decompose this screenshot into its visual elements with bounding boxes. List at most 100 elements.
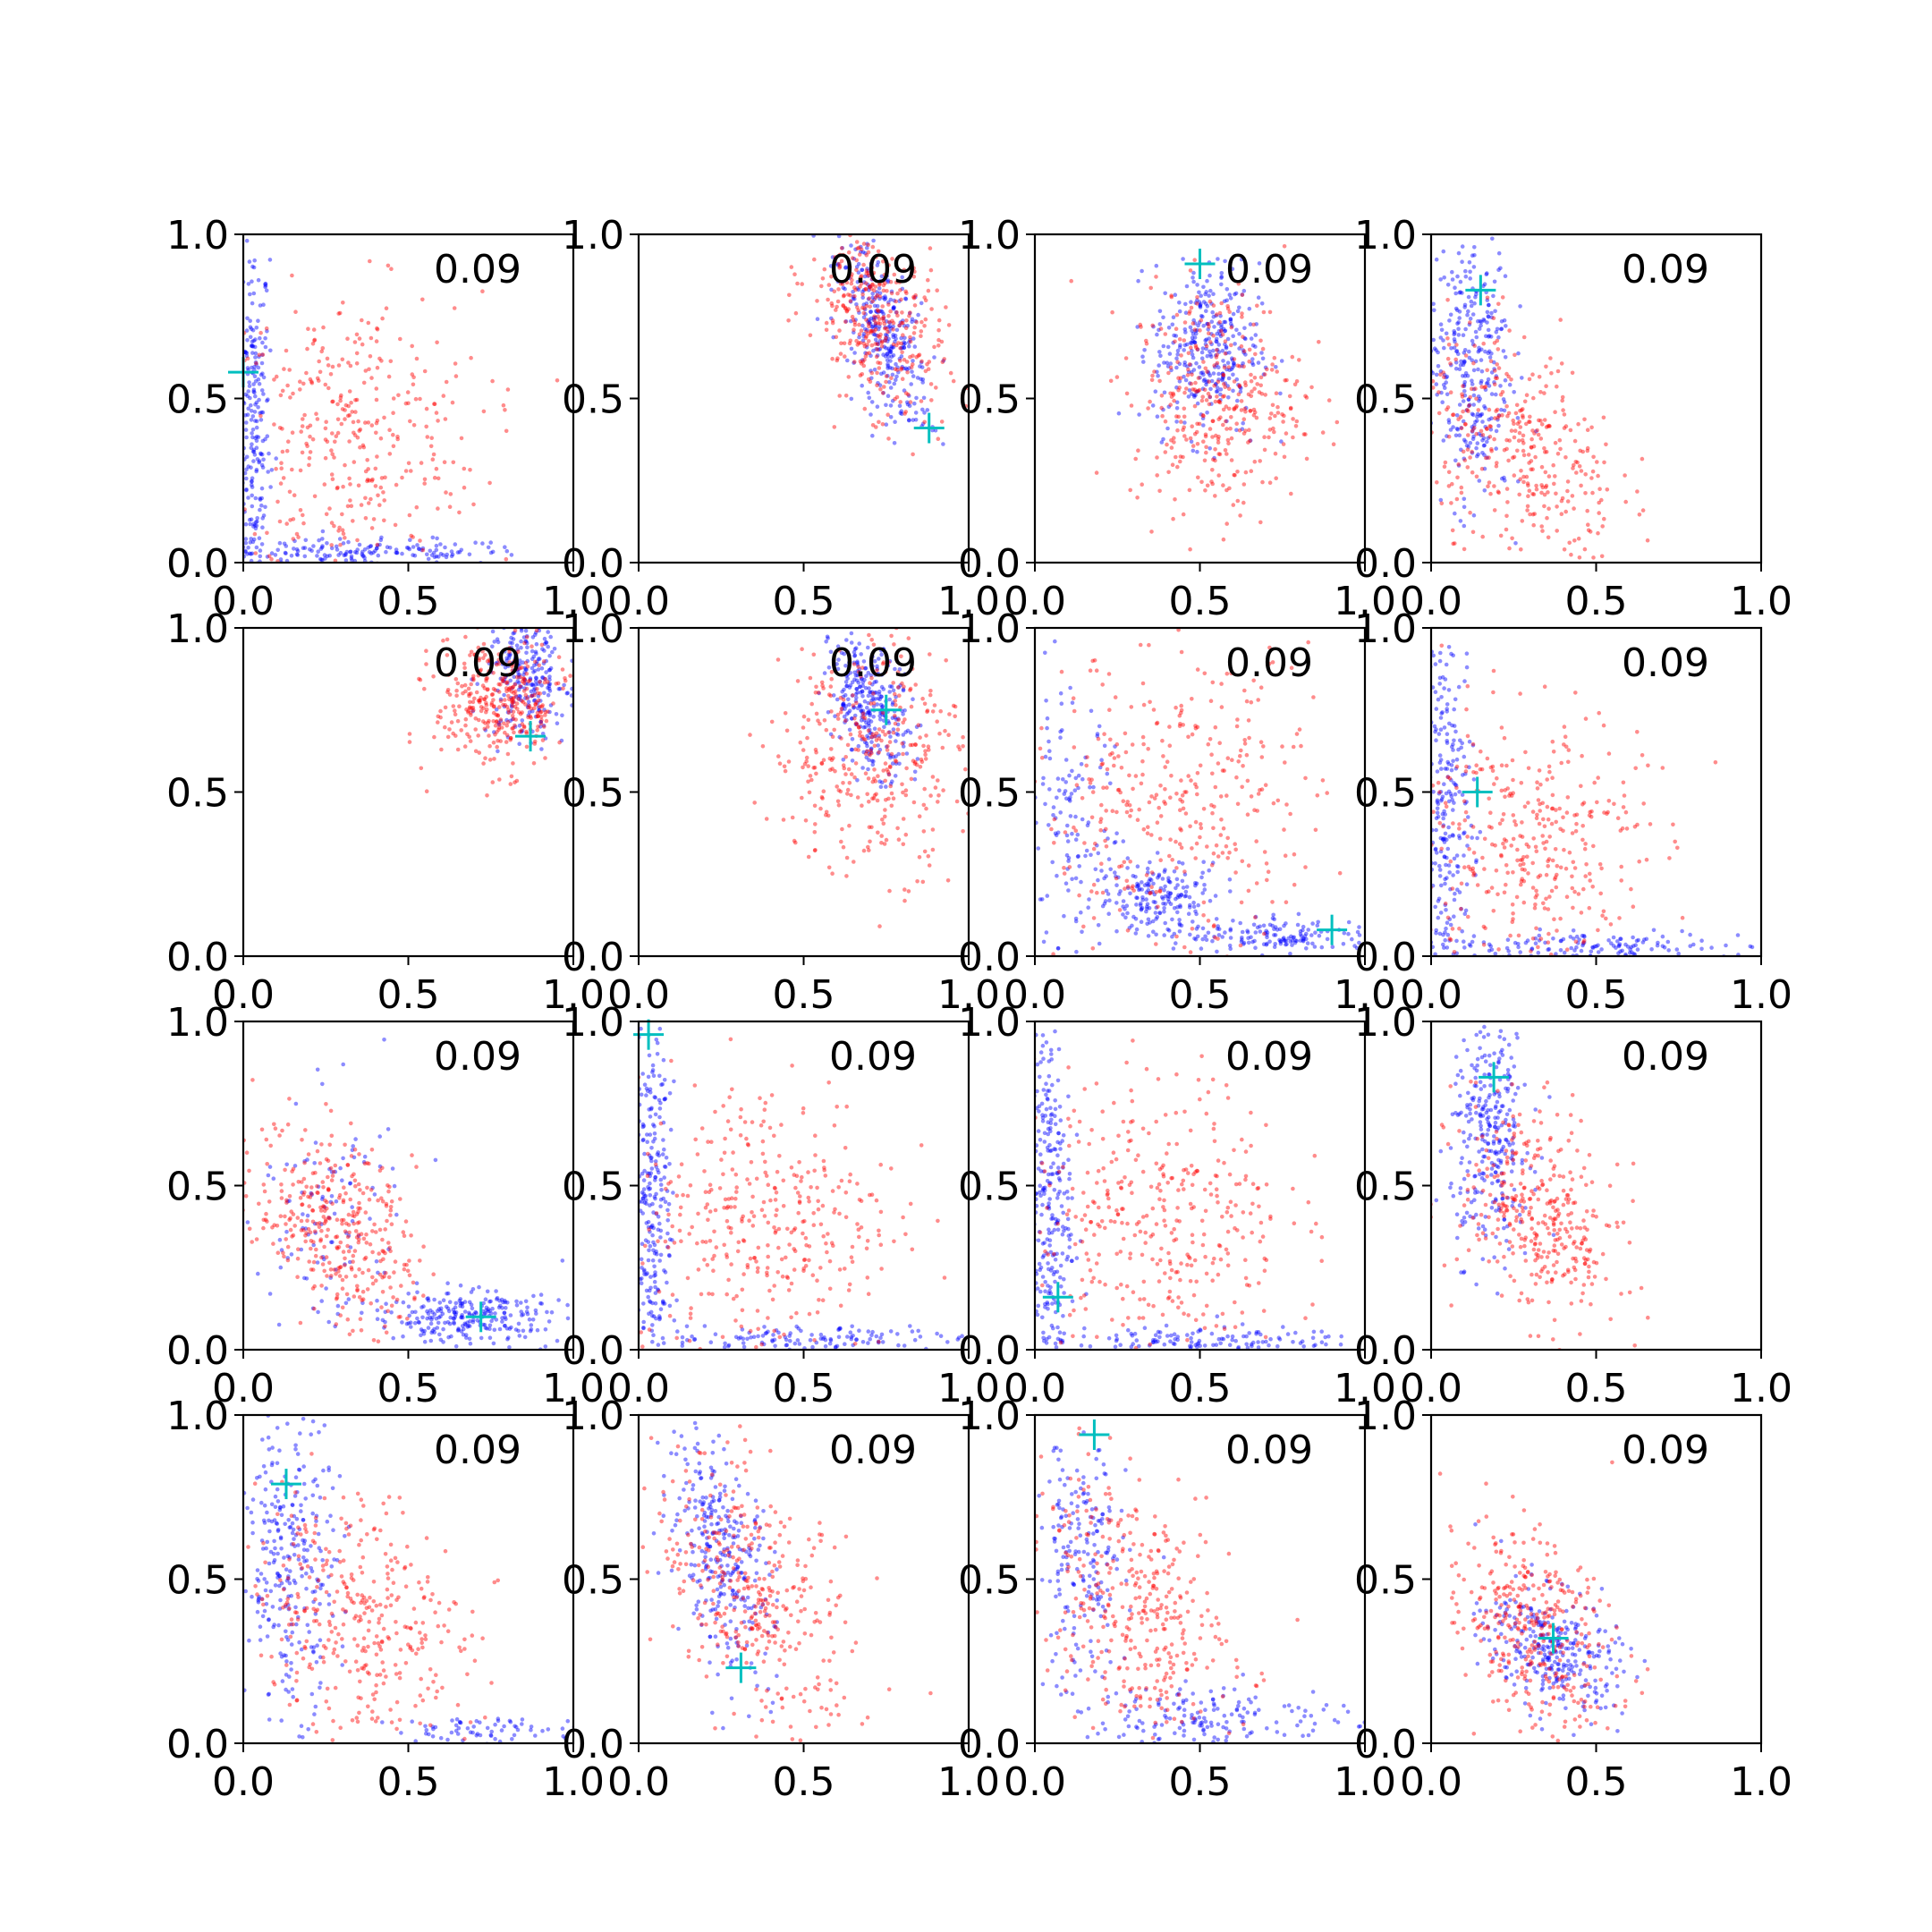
red-point — [899, 366, 904, 371]
blue-point — [1470, 382, 1475, 386]
blue-point — [360, 552, 365, 556]
red-point — [1266, 869, 1271, 874]
blue-point — [320, 558, 325, 563]
blue-point — [848, 683, 853, 688]
blue-point — [875, 303, 880, 309]
blue-point — [250, 493, 255, 498]
red-point — [533, 659, 538, 665]
red-point — [476, 668, 480, 674]
red-point — [358, 427, 363, 432]
blue-point — [346, 539, 351, 545]
blue-point — [1461, 399, 1466, 403]
blue-point — [1482, 443, 1487, 448]
blue-point — [525, 645, 530, 650]
red-point — [853, 721, 859, 725]
blue-point — [1441, 338, 1445, 343]
plus-marker — [1465, 275, 1496, 306]
blue-point — [831, 657, 836, 663]
blue-point — [869, 690, 873, 695]
red-point — [1262, 447, 1267, 453]
blue-point — [1148, 891, 1152, 895]
red-point — [821, 686, 826, 691]
blue-point — [862, 712, 868, 717]
red-point — [1255, 809, 1259, 813]
blue-point — [539, 666, 545, 671]
blue-point — [1496, 267, 1501, 273]
red-point — [1267, 480, 1273, 485]
blue-point — [513, 682, 518, 686]
red-point — [1445, 407, 1449, 412]
blue-point — [1140, 895, 1145, 900]
blue-point — [1267, 922, 1273, 928]
red-point — [311, 327, 317, 332]
red-point — [1233, 473, 1237, 478]
blue-point — [1157, 872, 1162, 877]
red-point — [1194, 389, 1199, 394]
red-point — [901, 751, 905, 757]
red-point — [420, 547, 426, 553]
blue-point — [897, 761, 902, 767]
red-point — [497, 777, 502, 782]
blue-point — [835, 697, 840, 702]
red-point — [1177, 713, 1182, 718]
red-point — [330, 477, 335, 481]
red-point — [826, 813, 831, 818]
blue-point — [1058, 810, 1063, 815]
blue-point — [1104, 888, 1109, 894]
red-point — [1243, 410, 1248, 414]
red-point — [1189, 305, 1194, 310]
blue-point — [902, 323, 907, 328]
blue-point — [1462, 504, 1467, 510]
red-point — [1303, 432, 1308, 436]
red-point — [1239, 343, 1244, 349]
blue-point — [1241, 420, 1245, 426]
blue-point — [518, 658, 522, 663]
red-point — [1512, 421, 1516, 427]
red-point — [529, 716, 533, 720]
red-point — [841, 252, 846, 258]
blue-point — [891, 727, 896, 732]
blue-point — [1208, 352, 1213, 357]
blue-point — [1183, 310, 1189, 316]
blue-point — [524, 633, 530, 639]
blue-point — [1455, 427, 1461, 432]
blue-point — [1165, 890, 1171, 895]
red-point — [308, 377, 313, 382]
blue-point — [1452, 329, 1456, 334]
blue-point — [861, 750, 866, 755]
red-point — [894, 310, 899, 315]
blue-point — [901, 687, 906, 691]
red-point — [864, 303, 869, 309]
blue-point — [1190, 341, 1194, 345]
blue-point — [360, 549, 365, 555]
blue-point — [1205, 353, 1210, 359]
red-point — [867, 324, 871, 329]
red-point — [1465, 447, 1470, 452]
red-point — [1504, 437, 1509, 443]
red-point — [369, 479, 375, 483]
blue-point — [1446, 420, 1452, 425]
red-point — [340, 357, 345, 362]
blue-point — [1068, 814, 1073, 818]
blue-point — [508, 678, 513, 683]
red-point — [826, 297, 830, 302]
blue-point — [539, 747, 544, 751]
red-point — [835, 299, 841, 304]
red-point — [1441, 370, 1445, 375]
blue-point — [243, 548, 248, 554]
red-point — [865, 792, 869, 797]
red-point — [1301, 432, 1307, 436]
blue-point — [1252, 938, 1257, 944]
blue-point — [1058, 735, 1063, 740]
blue-point — [828, 732, 834, 737]
blue-point — [434, 554, 439, 559]
blue-point — [1050, 860, 1055, 865]
blue-point — [1298, 928, 1303, 934]
red-point — [1264, 861, 1269, 866]
red-point — [1227, 309, 1232, 315]
red-point — [870, 282, 875, 287]
red-point — [1087, 777, 1091, 782]
blue-point — [1453, 306, 1459, 311]
blue-point — [1306, 928, 1310, 932]
blue-point — [1502, 400, 1507, 404]
